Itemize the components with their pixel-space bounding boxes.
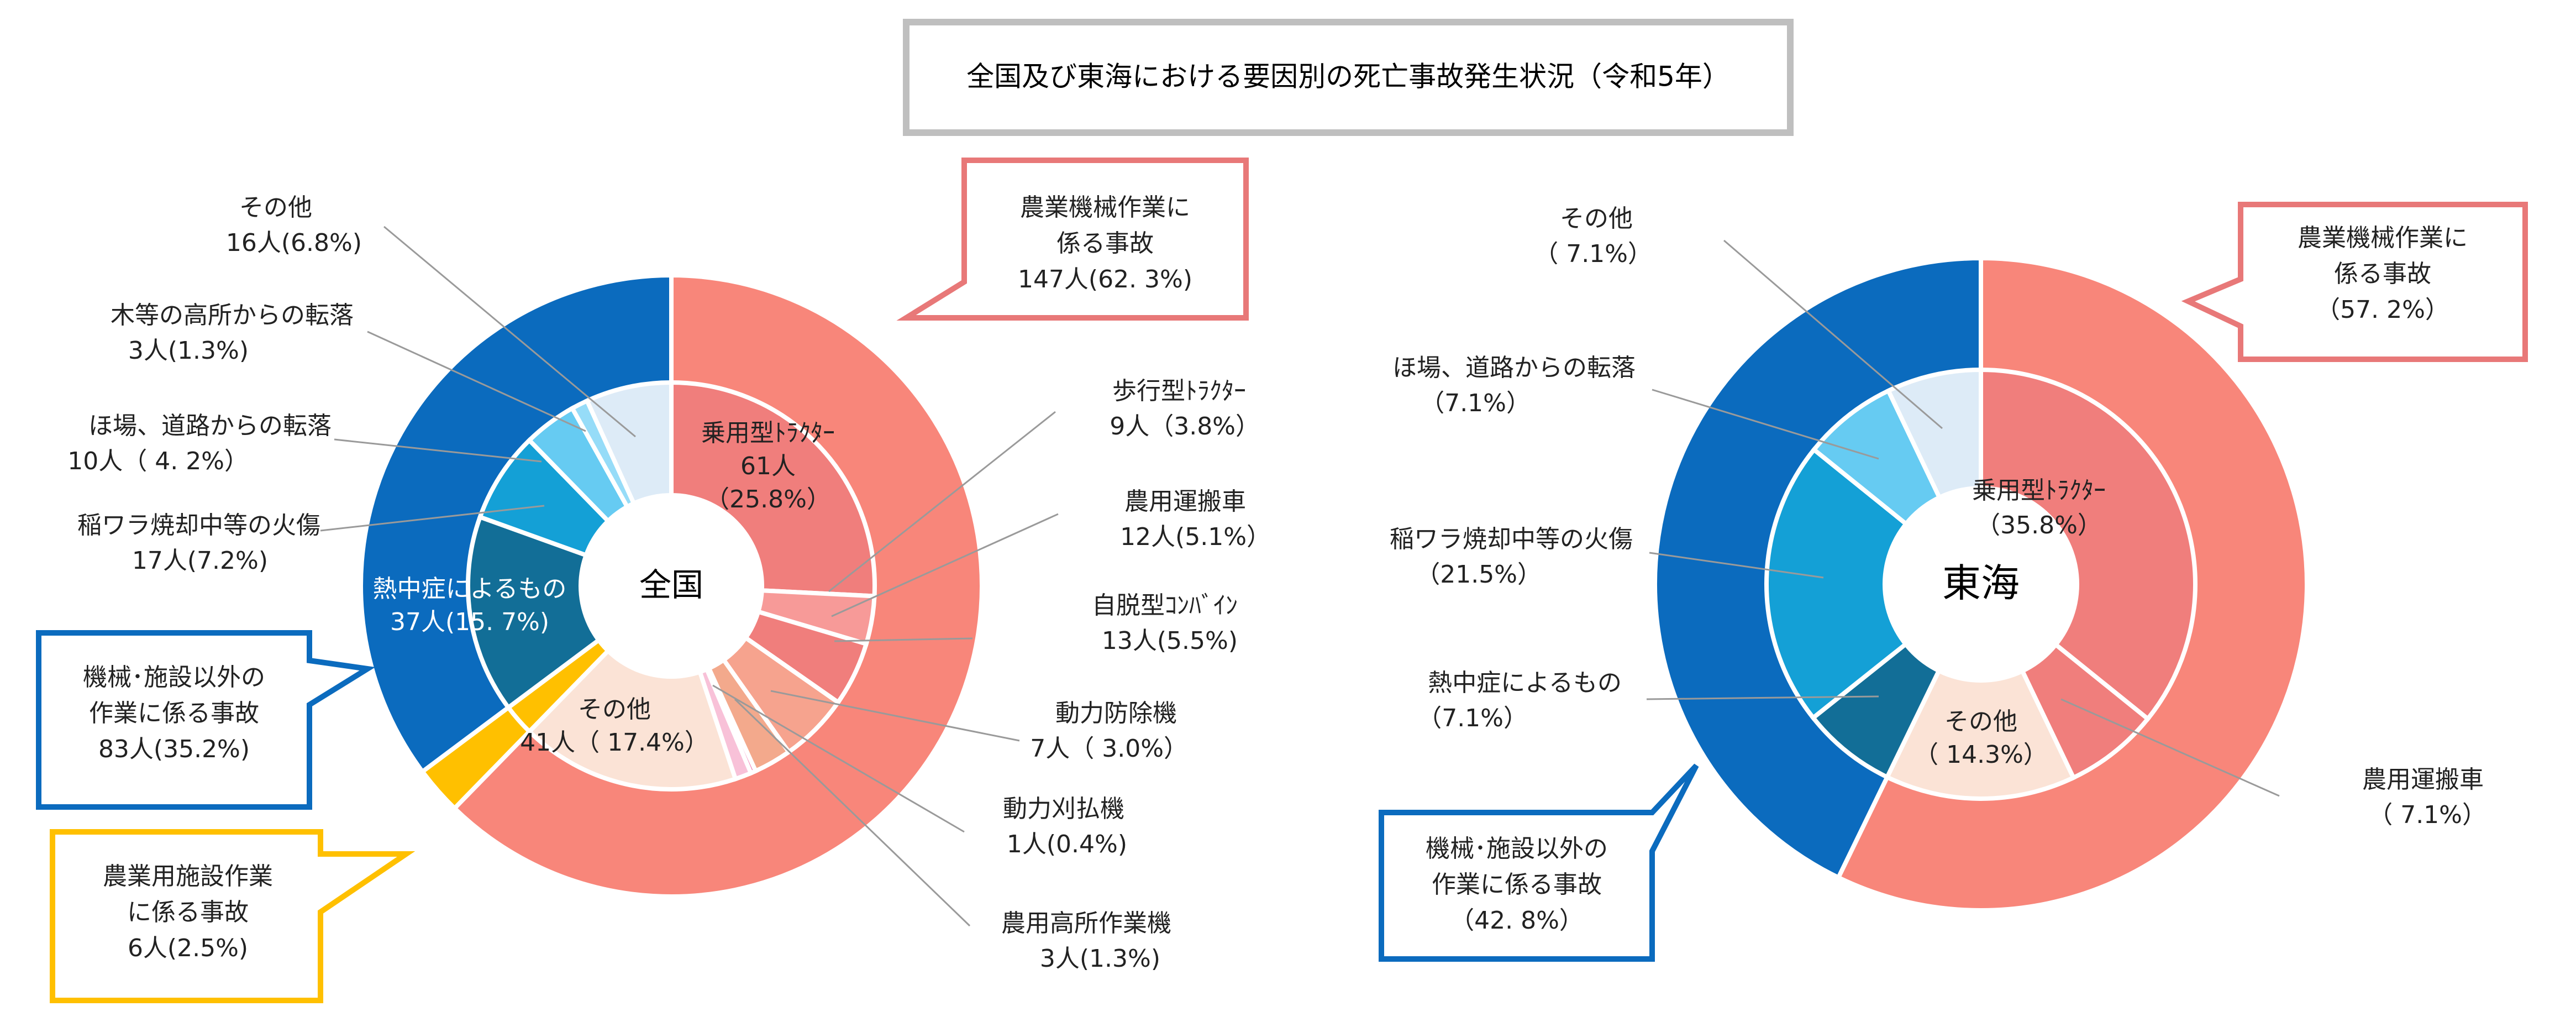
national-label-walking-l2: 9人（3.8%） xyxy=(1110,412,1260,441)
tokai-callout-nonmachine-l2: 作業に係る事故 xyxy=(1432,871,1602,899)
tokai-callout-machine-l3: （57. 2%） xyxy=(2316,296,2449,324)
national-callout-facility-l3: 6人(2.5%) xyxy=(128,934,248,962)
tokai-label-carrier-l2: （ 7.1%） xyxy=(2368,801,2486,829)
national-label-carrier-l2: 12人(5.1%） xyxy=(1120,523,1271,551)
tokai-callout-machine-l2: 係る事故 xyxy=(2334,260,2431,288)
national-label-burn-l2: 17人(7.2%) xyxy=(132,547,268,575)
tokai-label-other-l1: その他 xyxy=(1944,707,2017,736)
national-label-tractor-l2: 61人 xyxy=(740,452,796,480)
tokai-label-tractor-l2: （35.8%） xyxy=(1976,511,2102,539)
tokai-callout-machine: 農業機械作業に 係る事故 （57. 2%） xyxy=(2181,202,2528,362)
national-label-sprayer-l1: 動力防除機 xyxy=(1055,699,1177,727)
national-callout-facility-l1: 農業用施設作業 xyxy=(103,862,273,890)
national-callout-machine-l2: 係る事故 xyxy=(1056,229,1154,258)
national-label-other-l1: その他 xyxy=(578,695,651,724)
tokai-callout-nonmachine-l3: （42. 8%） xyxy=(1450,906,1584,935)
national-label-heat-l1: 熱中症によるもの xyxy=(373,575,567,603)
national-label-walking-l1: 歩行型ﾄﾗｸﾀｰ xyxy=(1112,377,1246,405)
tokai-leader-lines xyxy=(1646,239,2280,797)
tokai-label-heat-l2: （7.1%） xyxy=(1417,704,1528,732)
national-callout-machine-l3: 147人(62. 3%) xyxy=(1018,265,1192,294)
tokai-callout-machine-l1: 農業機械作業に xyxy=(2298,224,2468,252)
tokai-label-fallfield-l2: （7.1%） xyxy=(1420,389,1531,417)
national-label-fallfield-l2: 10人（ 4. 2%） xyxy=(67,447,249,475)
national-callout-nonmachine-l1: 機械･施設以外の xyxy=(83,663,265,691)
national-label-tractor-l3: （25.8%） xyxy=(705,485,831,513)
national-label-fallfield-l1: ほ場、道路からの転落 xyxy=(88,412,332,440)
national-leader-lines xyxy=(320,226,1059,927)
national-center-hole xyxy=(579,493,764,679)
tokai-label-othernm-l2: （ 7.1%） xyxy=(1534,240,1652,268)
national-label-mower-l2: 1人(0.4%) xyxy=(1007,830,1127,858)
tokai-center-label: 東海 xyxy=(1942,560,2020,606)
title-box xyxy=(903,19,1794,136)
tokai-callout-nonmachine-l1: 機械･施設以外の xyxy=(1426,835,1608,863)
tokai-label-burn-l2: （21.5%） xyxy=(1416,560,1542,589)
national-callout-nonmachine-l2: 作業に係る事故 xyxy=(89,699,259,727)
tokai-center-hole xyxy=(1883,486,2079,683)
national-label-mower-l1: 動力刈払機 xyxy=(1003,795,1124,823)
national-callout-machine: 農業機械作業に 係る事故 147人(62. 3%) xyxy=(896,158,1249,321)
national-center-label: 全国 xyxy=(639,566,703,604)
tokai-label-carrier-l1: 農用運搬車 xyxy=(2362,766,2484,794)
national-label-sprayer-l2: 7人（ 3.0%） xyxy=(1030,735,1188,763)
national-label-combine-l2: 13人(5.5%) xyxy=(1102,627,1238,655)
tokai-callout-nonmachine: 機械･施設以外の 作業に係る事故 （42. 8%） xyxy=(1379,763,1699,962)
tokai-label-fallfield-l1: ほ場、道路からの転落 xyxy=(1392,354,1636,382)
national-callout-nonmachine: 機械･施設以外の 作業に係る事故 83人(35.2%) xyxy=(36,630,376,810)
national-label-tractor-l1: 乗用型ﾄﾗｸﾀｰ xyxy=(701,419,835,447)
national-label-carrier-l1: 農用運搬車 xyxy=(1124,488,1246,516)
national-label-othernm-l1: その他 xyxy=(239,193,312,222)
tokai-label-othernm-l1: その他 xyxy=(1560,205,1633,233)
national-label-heat-l2: 37人(15. 7%) xyxy=(390,608,549,636)
national-callout-facility: 農業用施設作業 に係る事故 6人(2.5%) xyxy=(50,829,416,1003)
national-label-highplace-l2: 3人(1.3%) xyxy=(1040,945,1160,973)
national-label-othernm-l2: 16人(6.8%) xyxy=(226,229,362,257)
tokai-label-tractor-l1: 乗用型ﾄﾗｸﾀｰ xyxy=(1972,476,2106,505)
national-label-falltree-l1: 木等の高所からの転落 xyxy=(111,301,354,329)
chart-title: 全国及び東海における要因別の死亡事故発生状況（令和5年） xyxy=(966,61,1730,93)
national-label-combine-l1: 自脱型ｺﾝﾊﾞｲﾝ xyxy=(1092,591,1238,620)
tokai-label-burn-l1: 稲ワラ焼却中等の火傷 xyxy=(1390,525,1633,553)
national-callout-facility-l2: に係る事故 xyxy=(127,898,249,926)
national-label-highplace-l1: 農用高所作業機 xyxy=(1001,909,1171,937)
national-label-falltree-l2: 3人(1.3%) xyxy=(128,337,249,365)
tokai-label-heat-l1: 熱中症によるもの xyxy=(1428,669,1622,697)
national-label-other-l2: 41人（ 17.4%） xyxy=(520,728,709,757)
national-callout-nonmachine-l3: 83人(35.2%) xyxy=(98,735,250,763)
national-label-burn-l1: 稲ワラ焼却中等の火傷 xyxy=(77,511,320,539)
tokai-label-other-l2: （ 14.3%） xyxy=(1914,741,2048,769)
national-callout-machine-l1: 農業機械作業に xyxy=(1020,193,1190,222)
